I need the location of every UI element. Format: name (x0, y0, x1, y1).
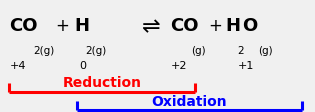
Text: $\rightleftharpoons$: $\rightleftharpoons$ (137, 18, 161, 38)
Text: CO: CO (9, 17, 38, 35)
Text: CO: CO (170, 17, 198, 35)
Text: 2: 2 (237, 46, 243, 56)
Text: +1: +1 (238, 61, 254, 71)
Text: (g): (g) (192, 46, 206, 56)
Text: H: H (225, 17, 240, 35)
Text: Oxidation: Oxidation (151, 95, 227, 109)
Text: +: + (208, 17, 222, 35)
Text: 0: 0 (79, 61, 86, 71)
Text: +: + (55, 17, 69, 35)
Text: 2(g): 2(g) (34, 46, 55, 56)
Text: O: O (243, 17, 258, 35)
Text: H: H (74, 17, 89, 35)
Text: Reduction: Reduction (63, 76, 142, 90)
Text: +4: +4 (9, 61, 26, 71)
Text: +2: +2 (171, 61, 187, 71)
Text: (g): (g) (258, 46, 272, 56)
Text: 2(g): 2(g) (86, 46, 107, 56)
